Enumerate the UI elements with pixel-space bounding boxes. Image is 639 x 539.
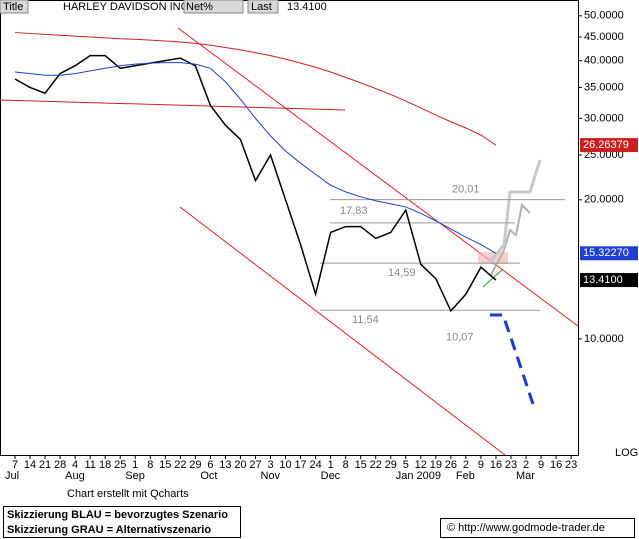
month-label: Oct (200, 470, 217, 482)
x-tick-label: 21 (39, 459, 51, 471)
x-tick-label: 3 (267, 459, 273, 471)
x-tick-label: 24 (309, 459, 321, 471)
x-tick-label: 23 (505, 459, 517, 471)
level-label: 20,01 (452, 184, 480, 196)
y-tick-label: 45.0000 (584, 31, 624, 43)
x-tick-label: 15 (159, 459, 171, 471)
x-tick-label: 9 (538, 459, 544, 471)
header-title-label: Title (3, 1, 23, 13)
footer-credit: Chart erstellt mit Qcharts (67, 488, 189, 500)
month-label: Jul (5, 470, 19, 482)
plot-frame (0, 0, 579, 456)
series-line (14, 54, 497, 313)
month-label: Jan 2009 (396, 470, 441, 482)
x-tick-label: 19 (430, 459, 442, 471)
month-label: Dec (321, 470, 341, 482)
price-box-label: 26.26379 (583, 139, 629, 151)
header-cell (183, 0, 244, 14)
y-tick-label: 35.0000 (584, 81, 624, 93)
month-label: Feb (456, 470, 475, 482)
x-tick-label: 4 (72, 459, 78, 471)
header-net: Net% (186, 1, 213, 13)
trend-channel (177, 27, 579, 327)
price-box-label: 15.32270 (583, 247, 629, 259)
month-label: Sep (125, 470, 145, 482)
price-box-label: 13.4100 (583, 274, 623, 286)
x-tick-label: 1 (328, 459, 334, 471)
x-tick-label: 1 (132, 459, 138, 471)
y-tick-label: 30.0000 (584, 112, 624, 124)
grey-scenario (488, 159, 542, 263)
x-tick-label: 2 (523, 459, 529, 471)
x-tick-label: 12 (415, 459, 427, 471)
y-tick-label: 40.0000 (584, 55, 624, 67)
x-tick-label: 27 (249, 459, 261, 471)
x-tick-label: 9 (478, 459, 484, 471)
axis-note: LOG (615, 447, 638, 459)
note-box (3, 506, 241, 538)
series-line (14, 62, 497, 254)
x-tick-label: 17 (294, 459, 306, 471)
level-label: 17,83 (340, 205, 368, 217)
x-tick-label: 28 (54, 459, 66, 471)
trend-line (0, 99, 346, 111)
x-tick-label: 14 (24, 459, 36, 471)
x-tick-label: 10 (279, 459, 291, 471)
level-label: 14,59 (388, 267, 416, 279)
header-last-label: Last (251, 1, 272, 13)
x-tick-label: 16 (490, 459, 502, 471)
price-box (580, 273, 638, 288)
x-tick-label: 15 (355, 459, 367, 471)
url-box (440, 518, 635, 538)
month-label: Nov (261, 470, 281, 482)
x-tick-label: 16 (550, 459, 562, 471)
x-tick-label: 6 (207, 459, 213, 471)
month-label: Aug (65, 470, 85, 482)
blue-scenario (490, 313, 535, 405)
trend-channel (179, 206, 506, 456)
price-box (580, 246, 638, 261)
footer-url: © http://www.godmode-trader.de (447, 522, 605, 534)
header-cell (247, 0, 279, 14)
x-tick-label: 25 (114, 459, 126, 471)
level-label: 11,54 (352, 314, 379, 326)
x-tick-label: 20 (234, 459, 246, 471)
level-label: 10,07 (446, 331, 474, 343)
x-tick-label: 8 (343, 459, 349, 471)
note-blue: Skizzierung BLAU = bevorzugtes Szenario (7, 509, 228, 521)
x-tick-label: 7 (12, 459, 18, 471)
x-tick-label: 22 (174, 459, 186, 471)
note-grey: Skizzierung GRAU = Alternativszenario (7, 524, 211, 536)
x-tick-label: 2 (463, 459, 469, 471)
x-tick-label: 23 (565, 459, 577, 471)
x-tick-label: 8 (147, 459, 153, 471)
y-tick-label: 10.0000 (584, 333, 624, 345)
x-tick-label: 13 (219, 459, 231, 471)
x-tick-label: 11 (84, 459, 95, 471)
y-tick-label: 50.0000 (584, 10, 624, 22)
price-box (580, 138, 638, 153)
series-line (14, 32, 497, 146)
y-tick-label: 20.0000 (584, 194, 624, 206)
header-symbol: HARLEY DAVIDSON INC (63, 1, 189, 13)
x-tick-label: 18 (99, 459, 111, 471)
header-last-value: 13.4100 (287, 1, 327, 13)
x-tick-label: 5 (403, 459, 409, 471)
grey-scenario (490, 202, 531, 276)
x-tick-label: 29 (189, 459, 201, 471)
x-tick-label: 29 (385, 459, 397, 471)
x-tick-label: 26 (445, 459, 457, 471)
month-label: Mar (516, 470, 535, 482)
header-cell (0, 0, 29, 14)
x-tick-label: 22 (370, 459, 382, 471)
